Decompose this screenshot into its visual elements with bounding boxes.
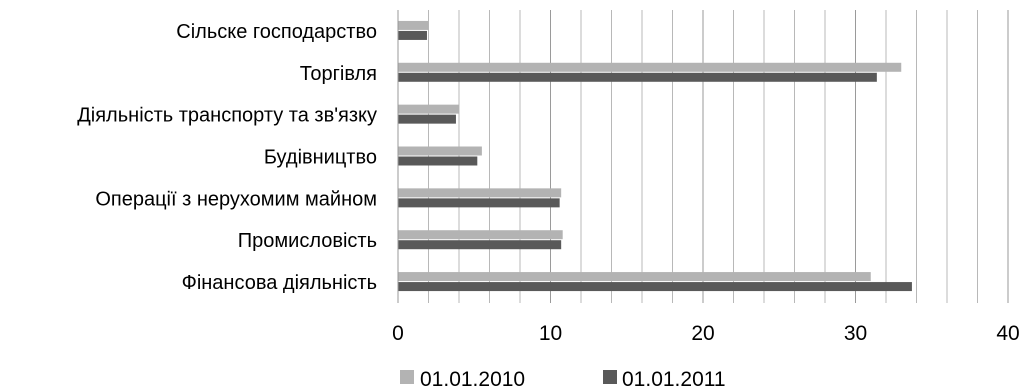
category-labels: Сільске господарство Торгівля Діяльність т… [77,21,377,294]
x-tick-label: 10 [539,322,562,345]
bar-01.01.2010-4 [398,188,562,198]
bar-01.01.2011-3 [398,156,478,166]
category-label: Діяльність транспорту та зв'язку [77,105,377,127]
legend-label-2010: 01.01.2010 [420,368,525,391]
x-tick-label: 40 [996,322,1019,345]
bar-01.01.2010-2 [398,104,459,114]
category-label: Промисловість [238,230,377,252]
bar-01.01.2011-6 [398,282,912,292]
bar-01.01.2010-5 [398,230,563,240]
legend-swatch-2010 [400,370,414,384]
legend-swatch-2011 [603,370,617,384]
category-label: Торгівля [300,63,377,85]
x-tick-label: 0 [392,322,404,345]
x-tick-label: 20 [691,322,714,345]
bar-01.01.2011-5 [398,240,562,250]
bar-01.01.2010-1 [398,62,902,72]
x-tick-label: 30 [844,322,867,345]
bar-01.01.2011-2 [398,114,456,124]
bar-01.01.2010-3 [398,146,482,156]
bar-01.01.2010-6 [398,272,871,282]
category-label: Сільске господарство [176,21,377,43]
category-label: Операції з нерухомим майном [95,188,377,210]
category-label: Фінансова діяльність [182,272,377,294]
category-label: Будівництво [264,147,377,169]
bars [398,20,912,292]
bar-01.01.2011-0 [398,30,427,40]
bar-01.01.2011-1 [398,72,877,82]
bar-01.01.2010-0 [398,20,429,30]
legend-label-2011: 01.01.2011 [622,368,726,391]
gridlines [428,10,1009,303]
bar-01.01.2011-4 [398,198,560,208]
x-axis-tick-labels: 0 10 20 30 40 [392,322,1020,345]
legend: 01.01.2010 01.01.2011 [400,368,726,391]
